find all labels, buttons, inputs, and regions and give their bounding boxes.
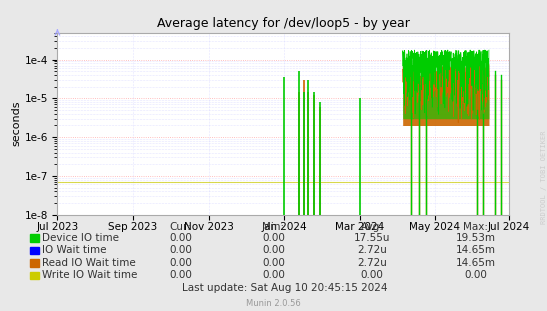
Text: 0.00: 0.00 [360,270,383,280]
Text: Max:: Max: [463,222,488,232]
Text: Device IO time: Device IO time [42,233,119,243]
Text: 14.65m: 14.65m [456,245,496,255]
Text: 0.00: 0.00 [169,233,192,243]
Text: 0.00: 0.00 [464,270,487,280]
Text: Last update: Sat Aug 10 20:45:15 2024: Last update: Sat Aug 10 20:45:15 2024 [182,283,387,293]
Text: Write IO Wait time: Write IO Wait time [42,270,137,280]
Text: Read IO Wait time: Read IO Wait time [42,258,135,268]
Text: 0.00: 0.00 [262,258,285,268]
Text: 0.00: 0.00 [169,258,192,268]
Text: Min:: Min: [263,222,284,232]
Text: 19.53m: 19.53m [456,233,496,243]
Text: RRDTOOL / TOBI OETIKER: RRDTOOL / TOBI OETIKER [542,131,547,224]
Text: 0.00: 0.00 [262,233,285,243]
Text: Munin 2.0.56: Munin 2.0.56 [246,299,301,308]
Text: IO Wait time: IO Wait time [42,245,106,255]
Text: Cur:: Cur: [170,222,191,232]
Text: 17.55u: 17.55u [354,233,390,243]
Text: 0.00: 0.00 [262,245,285,255]
Title: Average latency for /dev/loop5 - by year: Average latency for /dev/loop5 - by year [156,17,410,30]
Text: 0.00: 0.00 [169,270,192,280]
Text: 2.72u: 2.72u [357,258,387,268]
Text: 2.72u: 2.72u [357,245,387,255]
Y-axis label: seconds: seconds [11,101,21,146]
Text: 0.00: 0.00 [262,270,285,280]
Text: 0.00: 0.00 [169,245,192,255]
Text: 14.65m: 14.65m [456,258,496,268]
Text: Avg:: Avg: [360,222,383,232]
